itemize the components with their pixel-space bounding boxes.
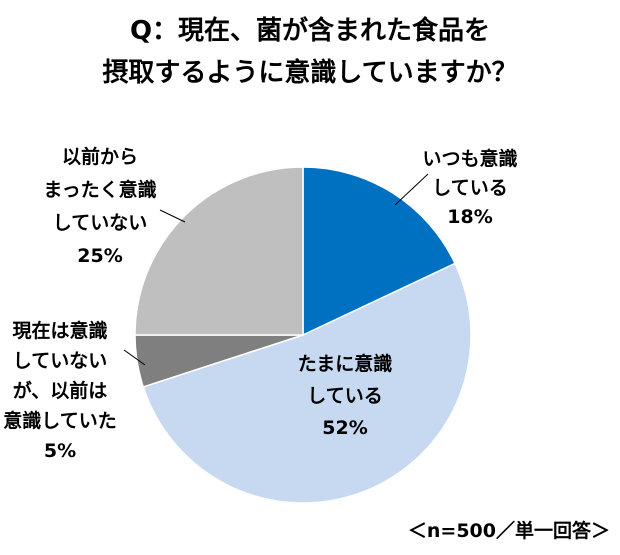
pie-slice-3 xyxy=(134,166,304,336)
leader-line-2 xyxy=(123,349,146,366)
pie-slice-1 xyxy=(142,262,472,504)
slice-label-2-line-3: 意識していた xyxy=(3,409,116,432)
slice-label-0-line-0: いつも意識 xyxy=(422,147,517,170)
slice-label-1-line-1: している xyxy=(307,385,382,407)
slice-label-2-line-2: が、以前は xyxy=(13,379,108,402)
slice-value-label-3: 25% xyxy=(77,245,122,267)
slice-label-2-line-1: していない xyxy=(13,350,107,372)
leader-line-3 xyxy=(159,209,186,223)
slice-value-label-2: 5% xyxy=(44,440,76,462)
chart-title-line-1: Q：現在、菌が含まれた食品を xyxy=(129,16,491,46)
leader-line-0 xyxy=(394,173,429,206)
chart-title-line-2: 摂取するように意識していますか？ xyxy=(102,58,518,88)
slice-label-0-line-1: している xyxy=(432,177,507,199)
pie-slice-0 xyxy=(302,166,457,337)
slice-label-1-line-0: たまに意識 xyxy=(298,352,392,375)
slice-value-label-1: 52% xyxy=(322,417,367,439)
slice-label-3-line-0: 以前から xyxy=(62,145,138,168)
slice-value-label-0: 18% xyxy=(447,206,492,228)
sample-note: ＜n=500／単一回答＞ xyxy=(407,520,610,542)
slice-label-3-line-2: していない xyxy=(53,212,147,234)
slice-label-2-line-0: 現在は意識 xyxy=(12,319,107,342)
slice-label-3-line-1: まったく意識 xyxy=(43,178,156,201)
